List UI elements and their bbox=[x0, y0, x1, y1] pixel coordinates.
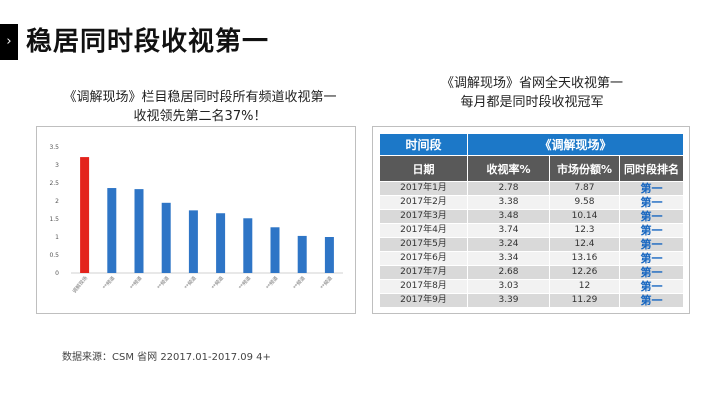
table-cell-rank: 第一 bbox=[618, 265, 685, 280]
x-tick-label: **频道 bbox=[292, 275, 307, 291]
table-cell-share: 11.29 bbox=[549, 293, 620, 308]
table-cell-rating: 3.74 bbox=[467, 223, 550, 238]
column-header-rating: 收视率% bbox=[467, 155, 550, 182]
table-cell-rating: 3.39 bbox=[467, 293, 550, 308]
x-tick-label: **频道 bbox=[129, 275, 144, 291]
table-cell-date: 2017年2月 bbox=[379, 195, 468, 210]
table-cell-date: 2017年3月 bbox=[379, 209, 468, 224]
chart-bar bbox=[161, 202, 171, 273]
chart-caption-line-2: 收视领先第二名37%！ bbox=[133, 109, 267, 124]
table-row: 2017年4月 3.74 12.3 第一 bbox=[379, 223, 685, 238]
y-tick-label: 1 bbox=[55, 234, 59, 241]
bar-chart: 0 0.5 1 1.5 2 2.5 3 3.5 调解现场 **频道 **频道 **频道 **频道 **频道… bbox=[49, 144, 343, 295]
table-row: 2017年9月 3.39 11.29 第一 bbox=[379, 293, 685, 308]
column-header-share: 市场份额% bbox=[549, 155, 620, 182]
chart-bar bbox=[134, 189, 144, 273]
table-cell-share: 9.58 bbox=[549, 195, 620, 210]
table-caption-line-1: 《调解现场》省网全天收视第一 bbox=[440, 76, 623, 91]
table-cell-share: 13.16 bbox=[549, 251, 620, 266]
period-header: 时间段 bbox=[379, 133, 468, 156]
chart-caption-line-1: 《调解现场》栏目稳居同时段所有频道收视第一 bbox=[63, 90, 337, 105]
table-cell-rating: 3.34 bbox=[467, 251, 550, 266]
table-cell-date: 2017年5月 bbox=[379, 237, 468, 252]
chart-bar bbox=[297, 235, 307, 273]
table-cell-rank: 第一 bbox=[618, 181, 685, 196]
table-cell-date: 2017年7月 bbox=[379, 265, 468, 280]
source-note: 数据来源：CSM 省网 22017.01-2017.09 4+ bbox=[62, 352, 271, 363]
chart-bar bbox=[216, 213, 226, 273]
y-tick-label: 3.5 bbox=[49, 144, 59, 151]
table-cell-rating: 2.78 bbox=[467, 181, 550, 196]
chart-bar bbox=[107, 188, 117, 273]
table-cell-rank: 第一 bbox=[618, 279, 685, 294]
table-row: 2017年6月 3.34 13.16 第一 bbox=[379, 251, 685, 266]
table-cell-share: 12 bbox=[549, 279, 620, 294]
bar-chart-panel: 0 0.5 1 1.5 2 2.5 3 3.5 调解现场 **频道 **频道 **频道 **频道 **频道… bbox=[36, 126, 356, 314]
chart-caption: 《调解现场》栏目稳居同时段所有频道收视第一 收视领先第二名37%！ bbox=[50, 88, 350, 126]
chart-bar bbox=[188, 210, 198, 273]
x-tick-label: 调解现场 bbox=[71, 275, 89, 295]
table-cell-rank: 第一 bbox=[618, 195, 685, 210]
program-header: 《调解现场》 bbox=[466, 133, 685, 156]
y-tick-label: 0 bbox=[55, 270, 59, 277]
x-tick-label: **频道 bbox=[319, 275, 334, 291]
table-caption: 《调解现场》省网全天收视第一 每月都是同时段收视冠军 bbox=[392, 74, 672, 112]
table-cell-rating: 3.03 bbox=[467, 279, 550, 294]
table-row: 2017年2月 3.38 9.58 第一 bbox=[379, 195, 685, 210]
table-cell-share: 12.3 bbox=[549, 223, 620, 238]
y-tick-label: 0.5 bbox=[49, 252, 59, 259]
table-row: 2017年1月 2.78 7.87 第一 bbox=[379, 181, 685, 196]
y-tick-label: 1.5 bbox=[49, 216, 59, 223]
ratings-table-body: 2017年1月 2.78 7.87 第一 2017年2月 3.38 9.58 第一 2017年3… bbox=[379, 181, 685, 308]
y-tick-label: 3 bbox=[55, 162, 59, 169]
table-cell-share: 12.26 bbox=[549, 265, 620, 280]
table-cell-date: 2017年1月 bbox=[379, 181, 468, 196]
table-cell-rating: 3.48 bbox=[467, 209, 550, 224]
table-cell-date: 2017年6月 bbox=[379, 251, 468, 266]
chart-bar bbox=[324, 237, 334, 273]
x-tick-label: **频道 bbox=[265, 275, 280, 291]
x-tick-label: **频道 bbox=[210, 275, 225, 291]
x-tick-label: **频道 bbox=[237, 275, 252, 291]
column-header-date: 日期 bbox=[379, 155, 468, 182]
column-header-rank: 同时段排名 bbox=[618, 155, 685, 182]
table-cell-date: 2017年4月 bbox=[379, 223, 468, 238]
table-cell-share: 12.4 bbox=[549, 237, 620, 252]
x-tick-label: **频道 bbox=[101, 275, 116, 291]
table-cell-rank: 第一 bbox=[618, 209, 685, 224]
ratings-table: 时间段 《调解现场》 日期 收视率% 市场份额% 同时段排名 2017年1月 2.… bbox=[379, 133, 685, 308]
page-title: 稳居同时段收视第一 bbox=[26, 27, 270, 57]
table-cell-rating: 2.68 bbox=[467, 265, 550, 280]
x-tick-label: **频道 bbox=[156, 275, 171, 291]
table-cell-share: 10.14 bbox=[549, 209, 620, 224]
chart-bar bbox=[80, 157, 90, 273]
table-row: 2017年7月 2.68 12.26 第一 bbox=[379, 265, 685, 280]
table-cell-date: 2017年9月 bbox=[379, 293, 468, 308]
y-tick-label: 2 bbox=[55, 198, 59, 205]
table-row: 2017年5月 3.24 12.4 第一 bbox=[379, 237, 685, 252]
table-row: 2017年3月 3.48 10.14 第一 bbox=[379, 209, 685, 224]
ratings-table-panel: 时间段 《调解现场》 日期 收视率% 市场份额% 同时段排名 2017年1月 2.… bbox=[372, 126, 690, 314]
y-tick-label: 2.5 bbox=[49, 180, 59, 187]
table-cell-date: 2017年8月 bbox=[379, 279, 468, 294]
table-cell-rank: 第一 bbox=[618, 251, 685, 266]
x-tick-label: **频道 bbox=[183, 275, 198, 291]
chart-bar bbox=[270, 227, 280, 273]
table-cell-rank: 第一 bbox=[618, 223, 685, 238]
chart-bar bbox=[243, 218, 253, 273]
table-caption-line-2: 每月都是同时段收视冠军 bbox=[460, 95, 604, 110]
table-cell-rating: 3.38 bbox=[467, 195, 550, 210]
table-cell-rank: 第一 bbox=[618, 237, 685, 252]
title-marker-icon: › bbox=[0, 24, 18, 60]
table-cell-share: 7.87 bbox=[549, 181, 620, 196]
table-cell-rating: 3.24 bbox=[467, 237, 550, 252]
table-cell-rank: 第一 bbox=[618, 293, 685, 308]
table-row: 2017年8月 3.03 12 第一 bbox=[379, 279, 685, 294]
